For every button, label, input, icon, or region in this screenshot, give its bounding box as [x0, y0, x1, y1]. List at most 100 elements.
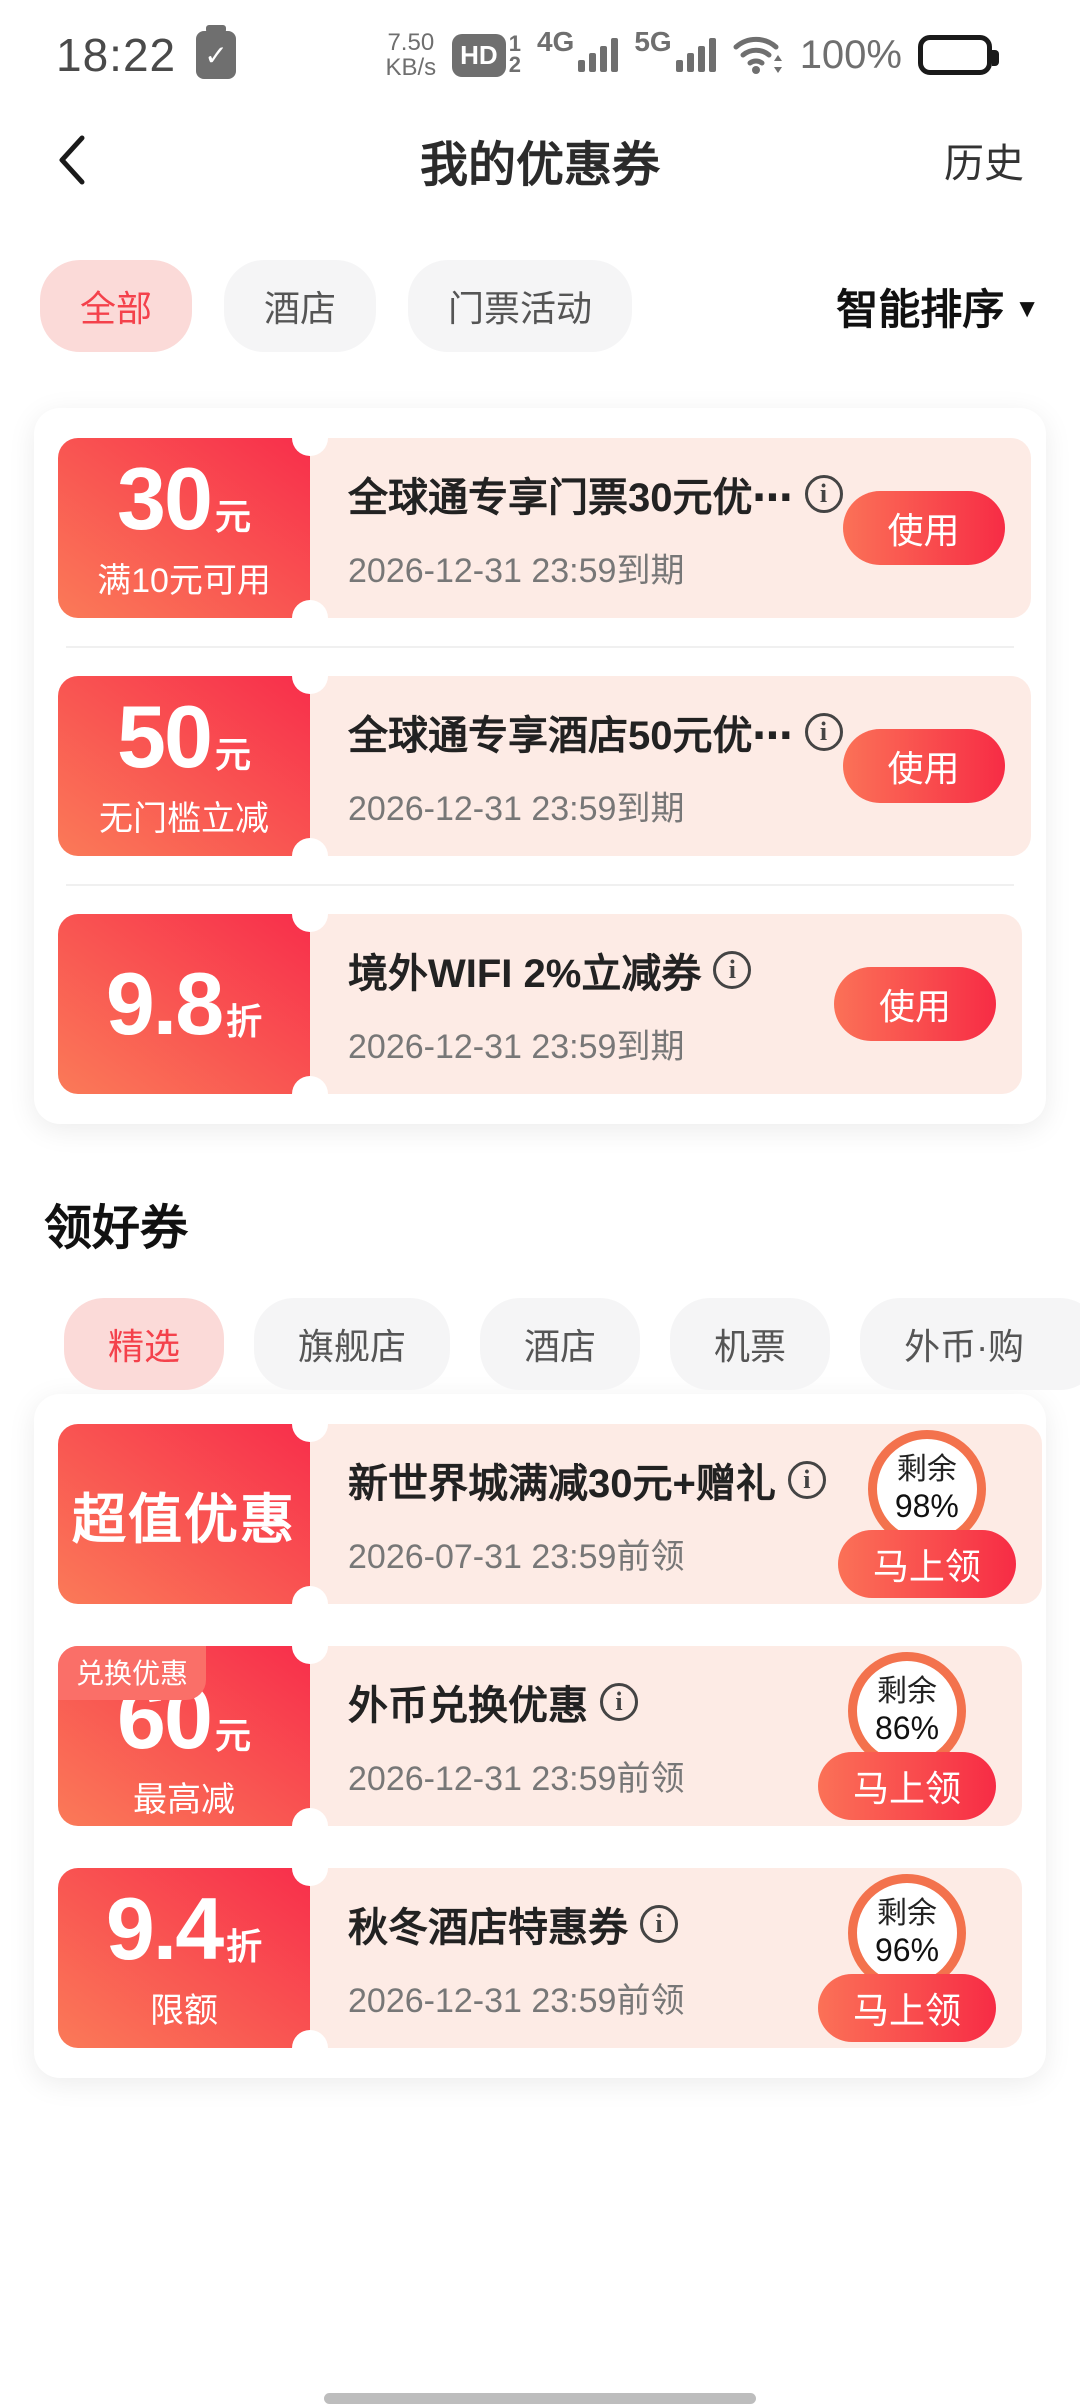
- claim-title: 外币兑换优惠: [348, 1683, 588, 1728]
- battery-percent: 100%: [799, 32, 902, 77]
- claim-tabs: 精选 旗舰店 酒店 机票 外币·购: [64, 1298, 1080, 1390]
- info-icon[interactable]: i: [804, 712, 843, 751]
- coupon-expiry: 2026-12-31 23:59到期: [348, 551, 685, 590]
- coupon-unit: 元: [214, 495, 251, 537]
- hd-voice-icon: HD 1 2: [452, 33, 521, 77]
- signal-bars-4g: [578, 38, 619, 72]
- remaining-gauge: 剩余 98%: [867, 1430, 986, 1548]
- use-button[interactable]: 使用: [842, 491, 1005, 565]
- coupon-detail-panel: 境外WIFI 2%立减券 i 2026-12-31 23:59到期 使用: [310, 914, 1022, 1094]
- ticket-notch: [292, 2030, 328, 2066]
- info-icon[interactable]: i: [804, 474, 843, 513]
- info-icon[interactable]: i: [600, 1682, 638, 1721]
- coupon-value: 30: [117, 448, 213, 548]
- claim-value-block: 兑换优惠 60 元 最高减: [58, 1646, 310, 1826]
- coupon-row[interactable]: 9.8 折 境外WIFI 2%立减券 i 2026-12-31 23:59到期 …: [58, 896, 1022, 1112]
- coupon-expiry: 2026-12-31 23:59到期: [348, 1027, 685, 1066]
- claim-unit: 元: [214, 1714, 251, 1756]
- nav-header: 我的优惠券 历史: [0, 104, 1080, 216]
- ticket-notch: [292, 1076, 328, 1112]
- claim-badge: 兑换优惠: [58, 1646, 207, 1700]
- info-icon[interactable]: i: [787, 1460, 826, 1499]
- ticket-notch: [292, 1808, 328, 1844]
- claim-row[interactable]: 兑换优惠 60 元 最高减 外币兑换优惠 i 2026-12-31 23:59前…: [58, 1628, 1022, 1844]
- status-bar: 18:22 ✓ 7.50 KB/s HD 1 2 4G 5G: [0, 0, 1080, 96]
- wifi-icon: [732, 31, 784, 80]
- coupon-detail-panel: 全球通专享酒店50元优⋯ i 2026-12-31 23:59到期 使用: [310, 676, 1031, 856]
- claim-deadline: 2026-07-31 23:59前领: [348, 1537, 685, 1576]
- ticket-notch: [292, 658, 328, 694]
- claim-now-button[interactable]: 马上领: [837, 1530, 1016, 1598]
- claim-detail-panel: 外币兑换优惠 i 2026-12-31 23:59前领 剩余 86% 马上领: [310, 1646, 1022, 1826]
- my-coupons-card: 30 元 满10元可用 全球通专享门票30元优⋯ i 2026-12-31 23…: [34, 408, 1046, 1124]
- claim-now-button[interactable]: 马上领: [818, 1974, 996, 2042]
- claim-headline: 超值优惠: [72, 1489, 296, 1550]
- claim-row[interactable]: 超值优惠 新世界城满减30元+赠礼 i 2026-07-31 23:59前领 剩…: [58, 1406, 1042, 1622]
- claim-condition: 限额: [150, 1991, 218, 2030]
- tab-flights[interactable]: 机票: [670, 1298, 831, 1390]
- tab-hotel[interactable]: 酒店: [480, 1298, 641, 1390]
- filter-chip-hotel[interactable]: 酒店: [224, 260, 377, 352]
- tab-foreign-currency[interactable]: 外币·购: [860, 1298, 1080, 1390]
- use-button[interactable]: 使用: [842, 729, 1005, 803]
- coupon-row[interactable]: 30 元 满10元可用 全球通专享门票30元优⋯ i 2026-12-31 23…: [58, 420, 1031, 636]
- remaining-percent: 86%: [874, 1709, 940, 1746]
- claim-now-button[interactable]: 马上领: [818, 1752, 996, 1820]
- claim-deadline: 2026-12-31 23:59前领: [348, 1759, 685, 1798]
- ticket-notch: [292, 600, 328, 636]
- filter-row: 全部 酒店 门票活动 智能排序 ▼: [0, 260, 1080, 352]
- claim-value-block: 超值优惠: [58, 1424, 310, 1604]
- coupon-value-block: 9.8 折: [58, 914, 310, 1094]
- sort-dropdown[interactable]: 智能排序 ▼: [836, 276, 1040, 337]
- back-icon[interactable]: [44, 130, 104, 190]
- info-icon[interactable]: i: [640, 1904, 678, 1943]
- status-left: 18:22 ✓: [56, 25, 237, 82]
- filter-chip-all[interactable]: 全部: [40, 260, 193, 352]
- claim-row[interactable]: 9.4 折 限额 秋冬酒店特惠券 i 2026-12-31 23:59前领 剩余…: [58, 1850, 1022, 2066]
- signal-5g-icon: 5G: [634, 28, 716, 72]
- claim-value: 9.4: [105, 1878, 224, 1978]
- history-link[interactable]: 历史: [944, 142, 1024, 186]
- filter-chip-tickets[interactable]: 门票活动: [408, 260, 633, 352]
- signal-4g-icon: 4G: [537, 28, 619, 72]
- coupon-unit: 折: [226, 1001, 263, 1042]
- claim-detail-panel: 新世界城满减30元+赠礼 i 2026-07-31 23:59前领 剩余 98%…: [310, 1424, 1042, 1604]
- battery-icon: [918, 35, 999, 75]
- ticket-notch: [292, 1850, 328, 1886]
- task-check-icon: ✓: [196, 25, 237, 79]
- ticket-notch: [292, 1586, 328, 1622]
- coupon-title: 全球通专享门票30元优⋯: [348, 475, 793, 520]
- network-speed-value: 7.50: [387, 28, 435, 56]
- home-indicator[interactable]: [324, 2393, 756, 2404]
- ticket-notch: [292, 838, 328, 874]
- sort-label: 智能排序: [836, 285, 1005, 333]
- ticket-notch: [292, 896, 328, 932]
- coupon-value-block: 50 元 无门槛立减: [58, 676, 310, 856]
- claim-deadline: 2026-12-31 23:59前领: [348, 1981, 685, 2020]
- claim-detail-panel: 秋冬酒店特惠券 i 2026-12-31 23:59前领 剩余 96% 马上领: [310, 1868, 1022, 2048]
- divider: [66, 646, 1014, 648]
- coupon-title: 境外WIFI 2%立减券: [348, 951, 702, 996]
- coupon-condition: 满10元可用: [97, 561, 271, 600]
- coupon-condition: 无门槛立减: [99, 799, 269, 838]
- divider: [66, 884, 1014, 886]
- ticket-notch: [292, 420, 328, 456]
- coupon-row[interactable]: 50 元 无门槛立减 全球通专享酒店50元优⋯ i 2026-12-31 23:…: [58, 658, 1031, 874]
- claim-section-title: 领好券: [44, 1202, 189, 1255]
- claim-unit: 折: [226, 1925, 263, 1967]
- tab-featured[interactable]: 精选: [64, 1298, 225, 1390]
- ticket-notch: [292, 1628, 328, 1664]
- claim-condition: 最高减: [133, 1780, 235, 1819]
- tab-flagship[interactable]: 旗舰店: [254, 1298, 451, 1390]
- network-speed: 7.50 KB/s: [385, 28, 436, 81]
- ticket-notch: [292, 1406, 328, 1442]
- remaining-gauge: 剩余 86%: [848, 1652, 966, 1770]
- coupon-unit: 元: [214, 733, 251, 775]
- use-button[interactable]: 使用: [834, 967, 996, 1041]
- info-icon[interactable]: i: [713, 950, 752, 989]
- coupon-detail-panel: 全球通专享门票30元优⋯ i 2026-12-31 23:59到期 使用: [310, 438, 1031, 618]
- page-title: 我的优惠券: [419, 139, 660, 192]
- remaining-percent: 96%: [874, 1931, 940, 1968]
- claim-value-block: 9.4 折 限额: [58, 1868, 310, 2048]
- remaining-percent: 98%: [894, 1487, 959, 1524]
